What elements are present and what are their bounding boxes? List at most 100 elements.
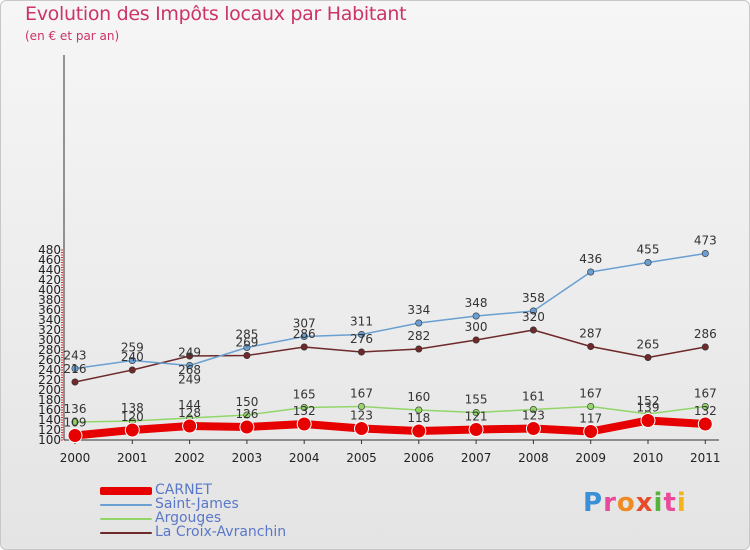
- data-label: 160: [407, 390, 430, 404]
- data-point: [67, 428, 83, 443]
- legend-label: Saint-James: [155, 496, 239, 512]
- data-label: 216: [64, 362, 87, 376]
- y-tick-label: 480: [38, 243, 61, 257]
- data-point: [357, 402, 365, 410]
- chart-axes: 1001201401601802002202402602803003203403…: [38, 55, 721, 465]
- data-point: [587, 402, 595, 410]
- data-point: [415, 406, 423, 414]
- x-tick-label: 2006: [404, 451, 435, 465]
- data-label: 286: [293, 327, 316, 341]
- data-point: [697, 416, 713, 432]
- series-line: [74, 329, 707, 383]
- data-label: 358: [522, 291, 545, 305]
- logo-letter: o: [616, 488, 636, 518]
- data-label: 120: [121, 410, 144, 424]
- data-point: [124, 422, 140, 438]
- data-label: 161: [522, 390, 545, 404]
- data-point: [128, 366, 136, 374]
- x-tick-label: 2010: [633, 451, 664, 465]
- y-tick-label: 180: [38, 393, 61, 407]
- logo-letter: P: [583, 488, 604, 518]
- data-point: [415, 319, 423, 327]
- legend-swatch: [100, 532, 152, 534]
- data-point: [525, 421, 541, 436]
- data-label: 269: [235, 336, 258, 350]
- data-point: [296, 416, 312, 432]
- data-point: [701, 250, 709, 258]
- chart-lines: [67, 250, 713, 443]
- x-tick-label: 2000: [60, 451, 91, 465]
- data-point: [701, 402, 709, 410]
- data-label: 265: [637, 338, 660, 352]
- x-tick-label: 2003: [232, 451, 263, 465]
- data-point: [701, 343, 709, 351]
- data-label: 268: [178, 363, 201, 377]
- data-point: [357, 330, 365, 338]
- data-point: [71, 418, 79, 426]
- y-tick-label: 320: [38, 323, 61, 337]
- data-point: [644, 258, 652, 266]
- data-label: 132: [293, 404, 316, 418]
- x-tick-label: 2008: [518, 451, 549, 465]
- series-line: [74, 252, 707, 370]
- data-label: 249: [178, 373, 201, 387]
- data-point: [300, 403, 308, 411]
- data-label: 128: [178, 406, 201, 420]
- data-label: 136: [64, 402, 87, 416]
- data-label: 311: [350, 315, 373, 329]
- legend-item: Saint-James: [100, 496, 360, 512]
- legend-label: CARNET: [155, 482, 212, 498]
- series-line: [71, 416, 710, 440]
- legend-item: La Croix-Avranchin: [100, 524, 360, 540]
- data-label: 348: [465, 296, 488, 310]
- legend-swatch: [100, 518, 152, 520]
- y-tick-label: 460: [38, 253, 61, 267]
- data-label: 307: [293, 317, 316, 331]
- data-point: [186, 352, 194, 360]
- y-tick-label: 160: [38, 403, 61, 417]
- data-label: 126: [235, 407, 258, 421]
- data-label: 155: [465, 393, 488, 407]
- data-label: 167: [694, 387, 717, 401]
- data-label: 240: [121, 350, 144, 364]
- data-label: 334: [407, 303, 430, 317]
- x-tick-label: 2004: [289, 451, 320, 465]
- data-point: [472, 312, 480, 320]
- data-label: 243: [64, 349, 87, 363]
- y-tick-label: 360: [38, 303, 61, 317]
- y-tick-label: 280: [38, 343, 61, 357]
- data-point: [587, 342, 595, 350]
- legend-label: La Croix-Avranchin: [155, 524, 287, 540]
- data-point: [644, 353, 652, 361]
- data-label: 473: [694, 234, 717, 248]
- data-point: [243, 343, 251, 351]
- data-label: 300: [465, 320, 488, 334]
- data-label: 132: [694, 404, 717, 418]
- y-tick-label: 340: [38, 313, 61, 327]
- legend-swatch: [100, 487, 152, 495]
- x-tick-label: 2001: [117, 451, 148, 465]
- data-point: [354, 421, 369, 436]
- data-label: 109: [64, 416, 87, 430]
- data-point: [529, 307, 537, 315]
- data-point: [587, 268, 595, 276]
- data-label: 144: [178, 398, 201, 412]
- y-tick-label: 420: [38, 273, 61, 287]
- data-label: 117: [579, 412, 602, 426]
- data-point: [583, 424, 599, 439]
- legend-item: Argouges: [100, 510, 360, 526]
- chart-subtitle: (en € et par an): [25, 29, 120, 43]
- data-point: [411, 423, 427, 439]
- data-label: 259: [121, 341, 144, 355]
- logo-letter: x: [635, 488, 654, 518]
- data-label: 150: [235, 395, 258, 409]
- y-tick-label: 220: [38, 373, 61, 387]
- data-point: [529, 405, 537, 413]
- data-point: [472, 408, 480, 416]
- y-tick-label: 140: [38, 413, 61, 427]
- data-point: [239, 419, 255, 435]
- data-label: 139: [637, 401, 660, 415]
- data-label: 286: [694, 327, 717, 341]
